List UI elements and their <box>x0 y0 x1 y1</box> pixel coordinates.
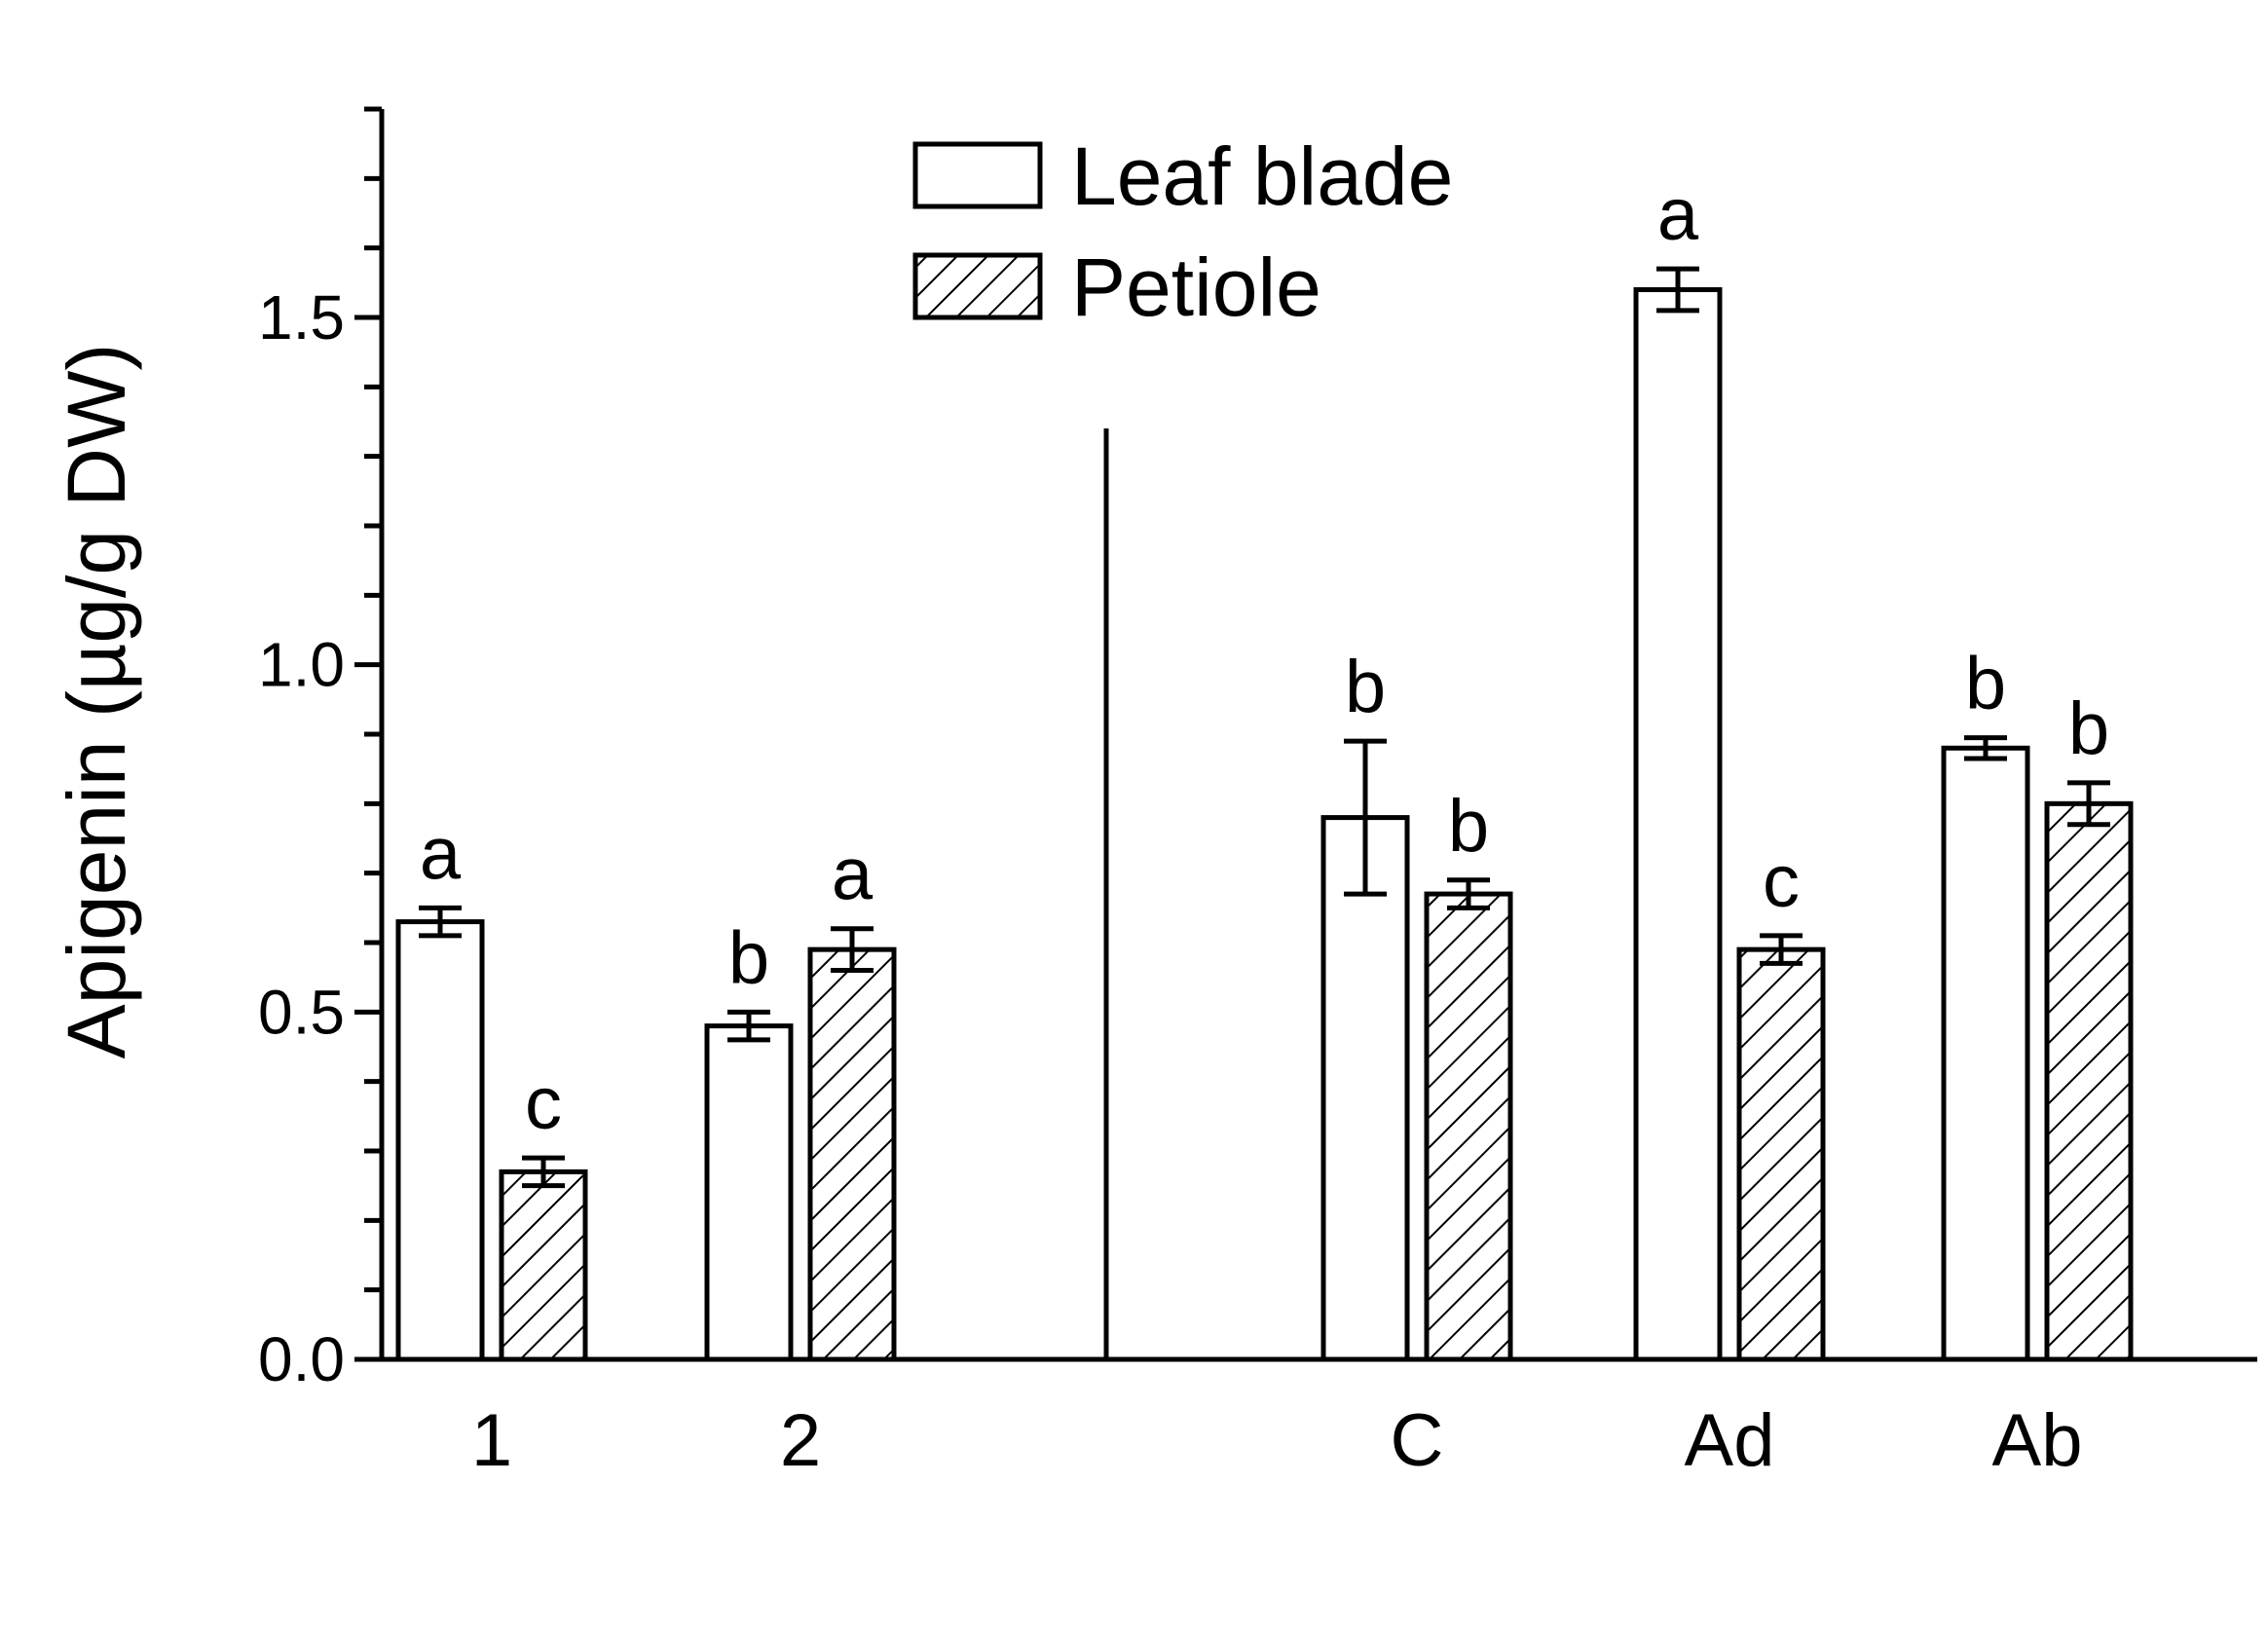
category-label-2: 2 <box>780 1399 821 1482</box>
significance-letter-leaf-blade: a <box>1657 173 1699 256</box>
y-tick-label: 0.5 <box>258 977 345 1047</box>
legend: Leaf blade Petiole <box>912 130 1453 333</box>
category-label-ad: Ad <box>1685 1399 1775 1482</box>
bar-petiole-c <box>1424 891 1513 1362</box>
bar-leaf-blade-2 <box>704 1023 794 1362</box>
significance-letter-petiole: b <box>1448 785 1489 868</box>
bar-petiole-ad <box>1736 946 1826 1362</box>
axes: 0.0 0.5 1.0 1.5 1 2 C Ad Ab <box>258 106 2257 1482</box>
significance-letter-leaf-blade: b <box>1965 643 2006 725</box>
legend-swatch-leaf-blade <box>912 141 1043 209</box>
significance-letter-leaf-blade: b <box>728 916 769 999</box>
significance-letter-petiole: c <box>525 1062 562 1145</box>
bar-petiole-1 <box>499 1168 588 1362</box>
bar-leaf-blade-1 <box>395 919 485 1362</box>
y-tick-label: 1.0 <box>258 630 345 700</box>
legend-label-petiole: Petiole <box>1071 241 1321 333</box>
significance-letter-petiole: a <box>832 834 874 916</box>
bar-petiole-ab <box>2044 800 2134 1362</box>
y-tick-label: 0.0 <box>258 1324 345 1394</box>
bar-petiole-2 <box>807 946 897 1362</box>
significance-letter-leaf-blade: a <box>420 812 462 895</box>
y-tick-label: 1.5 <box>258 282 345 352</box>
bar-leaf-blade-ad <box>1633 286 1723 1362</box>
legend-swatch-petiole <box>912 252 1043 320</box>
significance-letter-petiole: c <box>1763 840 1800 923</box>
category-label-ab: Ab <box>1992 1399 2083 1482</box>
y-axis-title: Apigenin (µg/g DW) <box>51 344 142 1059</box>
bar-leaf-blade-c <box>1320 815 1410 1362</box>
category-label-1: 1 <box>471 1399 512 1482</box>
legend-label-leaf-blade: Leaf blade <box>1071 130 1453 222</box>
category-label-c: C <box>1391 1399 1444 1482</box>
bar-leaf-blade-ab <box>1941 745 2030 1362</box>
significance-letter-leaf-blade: b <box>1345 646 1386 728</box>
significance-letter-petiole: b <box>2068 687 2109 770</box>
